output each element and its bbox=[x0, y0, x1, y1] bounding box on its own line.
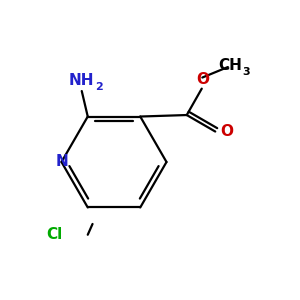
Text: N: N bbox=[55, 154, 68, 169]
Text: CH: CH bbox=[218, 58, 242, 73]
Text: Cl: Cl bbox=[46, 227, 63, 242]
Text: O: O bbox=[220, 124, 233, 139]
Text: NH: NH bbox=[69, 73, 94, 88]
Text: 2: 2 bbox=[95, 82, 103, 92]
Text: O: O bbox=[196, 72, 209, 87]
Text: 3: 3 bbox=[242, 67, 250, 76]
